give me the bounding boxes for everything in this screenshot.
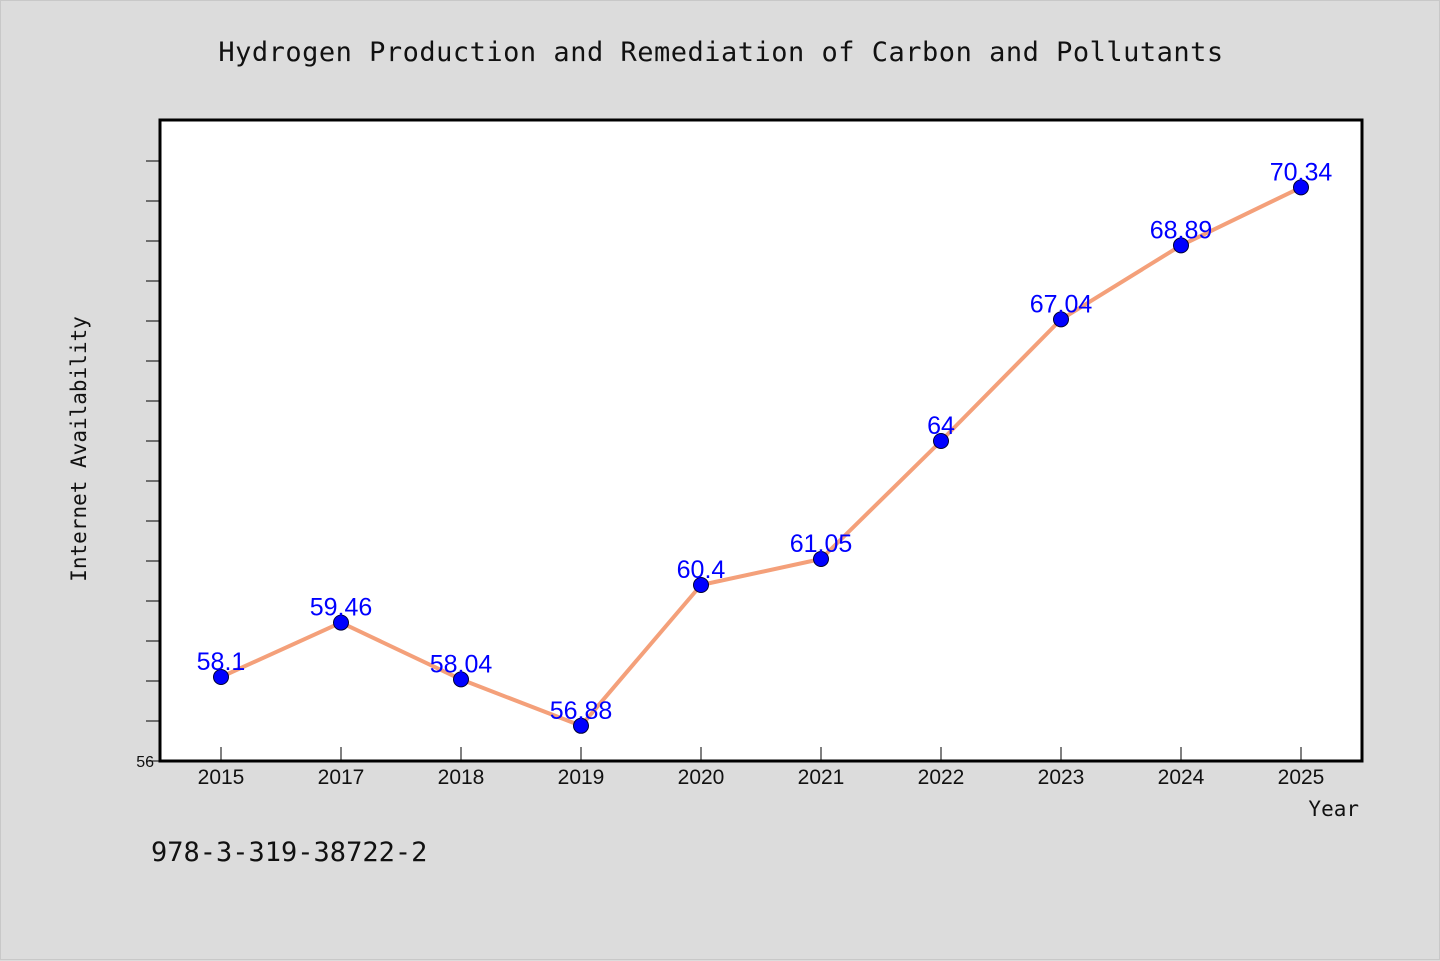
data-point xyxy=(693,577,709,593)
chart-title: Hydrogen Production and Remediation of C… xyxy=(218,37,1224,68)
plot-area xyxy=(158,118,1364,763)
data-label: 58.1 xyxy=(197,648,246,676)
data-point xyxy=(813,551,829,567)
data-point xyxy=(1293,179,1309,196)
x-tick-label: 2025 xyxy=(1278,766,1325,789)
y-tick-label: 56 xyxy=(136,754,154,771)
x-tick-label: 2015 xyxy=(198,766,245,789)
series-group: 58.1 59.46 58.04 56.88 60.4 61.05 64 67.04 68.89… xyxy=(197,158,1333,734)
x-tick-label: 2020 xyxy=(678,766,725,789)
data-point xyxy=(573,717,589,734)
x-axis-ticks: 2015 2017 2018 2019 2020 2021 2022 2023 2024 2025 xyxy=(198,747,1325,789)
x-axis-label: Year xyxy=(1308,797,1359,821)
data-point xyxy=(1053,311,1069,328)
data-point xyxy=(213,669,229,685)
data-label: 68.89 xyxy=(1150,216,1213,244)
x-tick-label: 2024 xyxy=(1158,766,1205,789)
data-label: 67.04 xyxy=(1030,290,1093,318)
data-label: 64 xyxy=(927,412,955,440)
data-point xyxy=(1173,237,1189,254)
data-label: 56.88 xyxy=(550,697,613,725)
x-tick-label: 2023 xyxy=(1038,766,1085,789)
y-axis-ticks: 56 xyxy=(136,160,160,771)
x-tick-label: 2017 xyxy=(318,766,365,789)
data-point xyxy=(333,614,349,631)
data-point xyxy=(453,671,469,688)
data-label: 58.04 xyxy=(430,650,493,678)
series-line xyxy=(219,185,1303,728)
x-tick-label: 2022 xyxy=(918,766,965,789)
data-label: 59.46 xyxy=(310,594,373,622)
data-label: 60.4 xyxy=(677,556,726,584)
data-point xyxy=(933,433,949,449)
x-tick-label: 2019 xyxy=(558,766,605,789)
x-tick-label: 2018 xyxy=(438,766,485,789)
x-tick-label: 2021 xyxy=(798,766,845,789)
data-label: 61.05 xyxy=(790,530,853,558)
data-label: 70.34 xyxy=(1270,158,1333,186)
isbn-footer: 978-3-319-38722-2 xyxy=(151,837,428,868)
